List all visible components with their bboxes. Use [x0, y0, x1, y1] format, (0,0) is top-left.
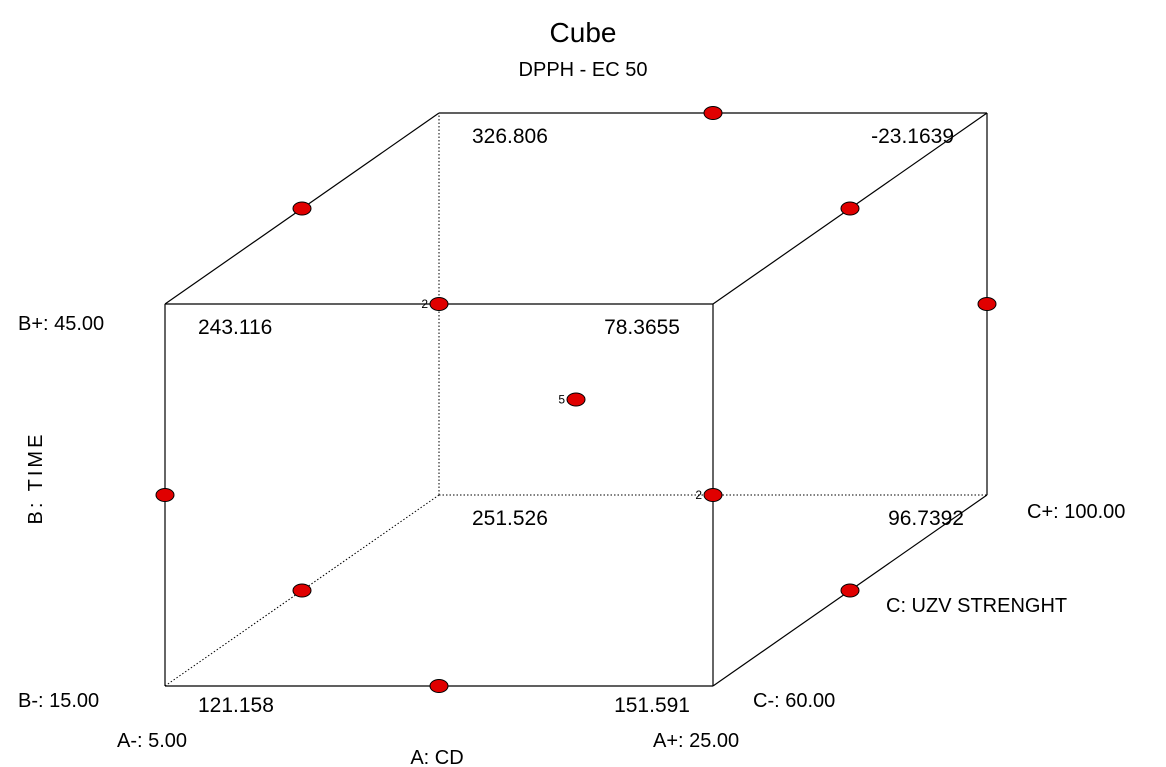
point-replicate-count: 5 [558, 393, 565, 407]
corner-value: 326.806 [472, 125, 548, 148]
design-point [840, 201, 860, 216]
axis-b-high-label: B+: 45.00 [18, 313, 104, 335]
corner-value: 96.7392 [888, 507, 964, 530]
corner-values: 121.158 151.591 243.116 78.3655 251.526 96.73… [198, 125, 964, 717]
design-point [840, 583, 860, 598]
chart-title: Cube [550, 17, 617, 48]
corner-value: 151.591 [614, 694, 690, 717]
design-points: 2 2 5 [155, 106, 997, 693]
chart-subtitle: DPPH - EC 50 [519, 59, 648, 81]
corner-value: 78.3655 [604, 316, 680, 339]
axis-a-high-label: A+: 25.00 [653, 730, 739, 752]
design-point [703, 106, 723, 120]
point-replicate-count: 2 [421, 297, 428, 311]
design-point [292, 583, 312, 598]
axis-a-low-label: A-: 5.00 [117, 730, 187, 752]
axis-b-low-label: B-: 15.00 [18, 690, 99, 712]
design-point [292, 201, 312, 216]
design-point [155, 488, 175, 502]
point-replicate-count: 2 [695, 488, 702, 502]
axis-c-name: C: UZV STRENGHT [886, 595, 1067, 617]
design-point [429, 297, 449, 311]
corner-value: 243.116 [198, 316, 272, 339]
axis-c-low-label: C-: 60.00 [753, 690, 835, 712]
design-point [703, 488, 723, 502]
corner-value: 121.158 [198, 694, 274, 717]
axis-c-high-label: C+: 100.00 [1027, 501, 1125, 523]
corner-value: -23.1639 [871, 125, 954, 148]
design-point [429, 679, 449, 693]
axis-a-name: A: CD [410, 747, 463, 767]
design-point [566, 392, 586, 407]
corner-value: 251.526 [472, 507, 548, 530]
axis-b-name: B: TIME [25, 432, 47, 525]
design-point [977, 297, 997, 311]
